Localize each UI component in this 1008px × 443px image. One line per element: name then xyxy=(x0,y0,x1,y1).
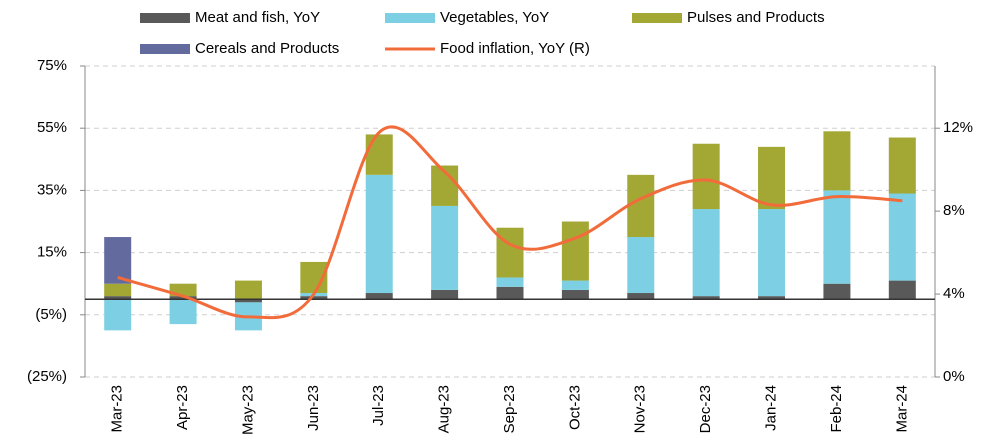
legend-swatch xyxy=(140,44,190,54)
x-tick-label: Jul-23 xyxy=(370,385,387,426)
bar xyxy=(758,146,786,210)
bar xyxy=(692,143,720,210)
x-tick-label: Mar-23 xyxy=(109,385,126,433)
y-tick-label: (5%) xyxy=(35,306,67,323)
x-tick-label: Oct-23 xyxy=(566,385,583,430)
bar xyxy=(169,299,197,325)
bar xyxy=(496,286,524,300)
legend-label: Pulses and Products xyxy=(687,9,825,26)
y2-tick-label: 0% xyxy=(943,368,965,385)
y-tick-label: (25%) xyxy=(27,368,67,385)
x-tick-label: Apr-23 xyxy=(174,385,191,430)
legend-swatch xyxy=(632,13,682,23)
bar xyxy=(627,174,655,238)
x-tick-label: Jun-23 xyxy=(305,385,322,431)
bar xyxy=(496,277,524,287)
legend-label: Meat and fish, YoY xyxy=(195,9,320,26)
legend-label: Vegetables, YoY xyxy=(440,9,549,26)
y2-tick-label: 4% xyxy=(943,285,965,302)
x-tick-label: Jan-24 xyxy=(763,385,780,431)
bar xyxy=(234,299,262,303)
bar xyxy=(627,293,655,300)
bar xyxy=(823,190,851,284)
y-tick-label: 75% xyxy=(37,57,67,74)
bar xyxy=(758,296,786,300)
x-tick-label: Feb-24 xyxy=(828,385,845,433)
legend-swatch xyxy=(140,13,190,23)
bar xyxy=(561,289,589,300)
bar xyxy=(561,221,589,281)
x-tick-label: Sep-23 xyxy=(501,385,518,433)
bar xyxy=(365,134,393,175)
legend-swatch xyxy=(385,13,435,23)
y-tick-label: 15% xyxy=(37,244,67,261)
bar xyxy=(627,237,655,294)
x-tick-label: Nov-23 xyxy=(632,385,649,433)
x-tick-label: May-23 xyxy=(239,385,256,435)
bar xyxy=(888,137,916,194)
bar xyxy=(104,283,132,297)
legend-label: Food inflation, YoY (R) xyxy=(440,40,590,57)
bar xyxy=(300,296,328,300)
y-tick-label: 35% xyxy=(37,181,67,198)
bar xyxy=(888,280,916,300)
bar xyxy=(758,209,786,297)
bar xyxy=(431,205,459,290)
bar xyxy=(365,174,393,294)
bar xyxy=(692,209,720,297)
x-tick-label: Dec-23 xyxy=(697,385,714,433)
line xyxy=(117,125,903,320)
x-tick-label: Mar-24 xyxy=(893,385,910,433)
bar xyxy=(823,283,851,300)
bar xyxy=(431,289,459,300)
legend-label: Cereals and Products xyxy=(195,40,339,57)
bar xyxy=(234,280,262,300)
x-tick-label: Aug-23 xyxy=(436,385,453,433)
bar xyxy=(561,280,589,290)
y-tick-label: 55% xyxy=(37,119,67,136)
y2-tick-label: 12% xyxy=(943,119,973,136)
bar xyxy=(888,193,916,281)
bar xyxy=(365,293,393,300)
bar xyxy=(104,296,132,300)
bar xyxy=(692,296,720,300)
y2-tick-label: 8% xyxy=(943,202,965,219)
bar xyxy=(104,237,132,284)
bar xyxy=(496,227,524,278)
bar xyxy=(823,131,851,191)
bar xyxy=(104,299,132,331)
